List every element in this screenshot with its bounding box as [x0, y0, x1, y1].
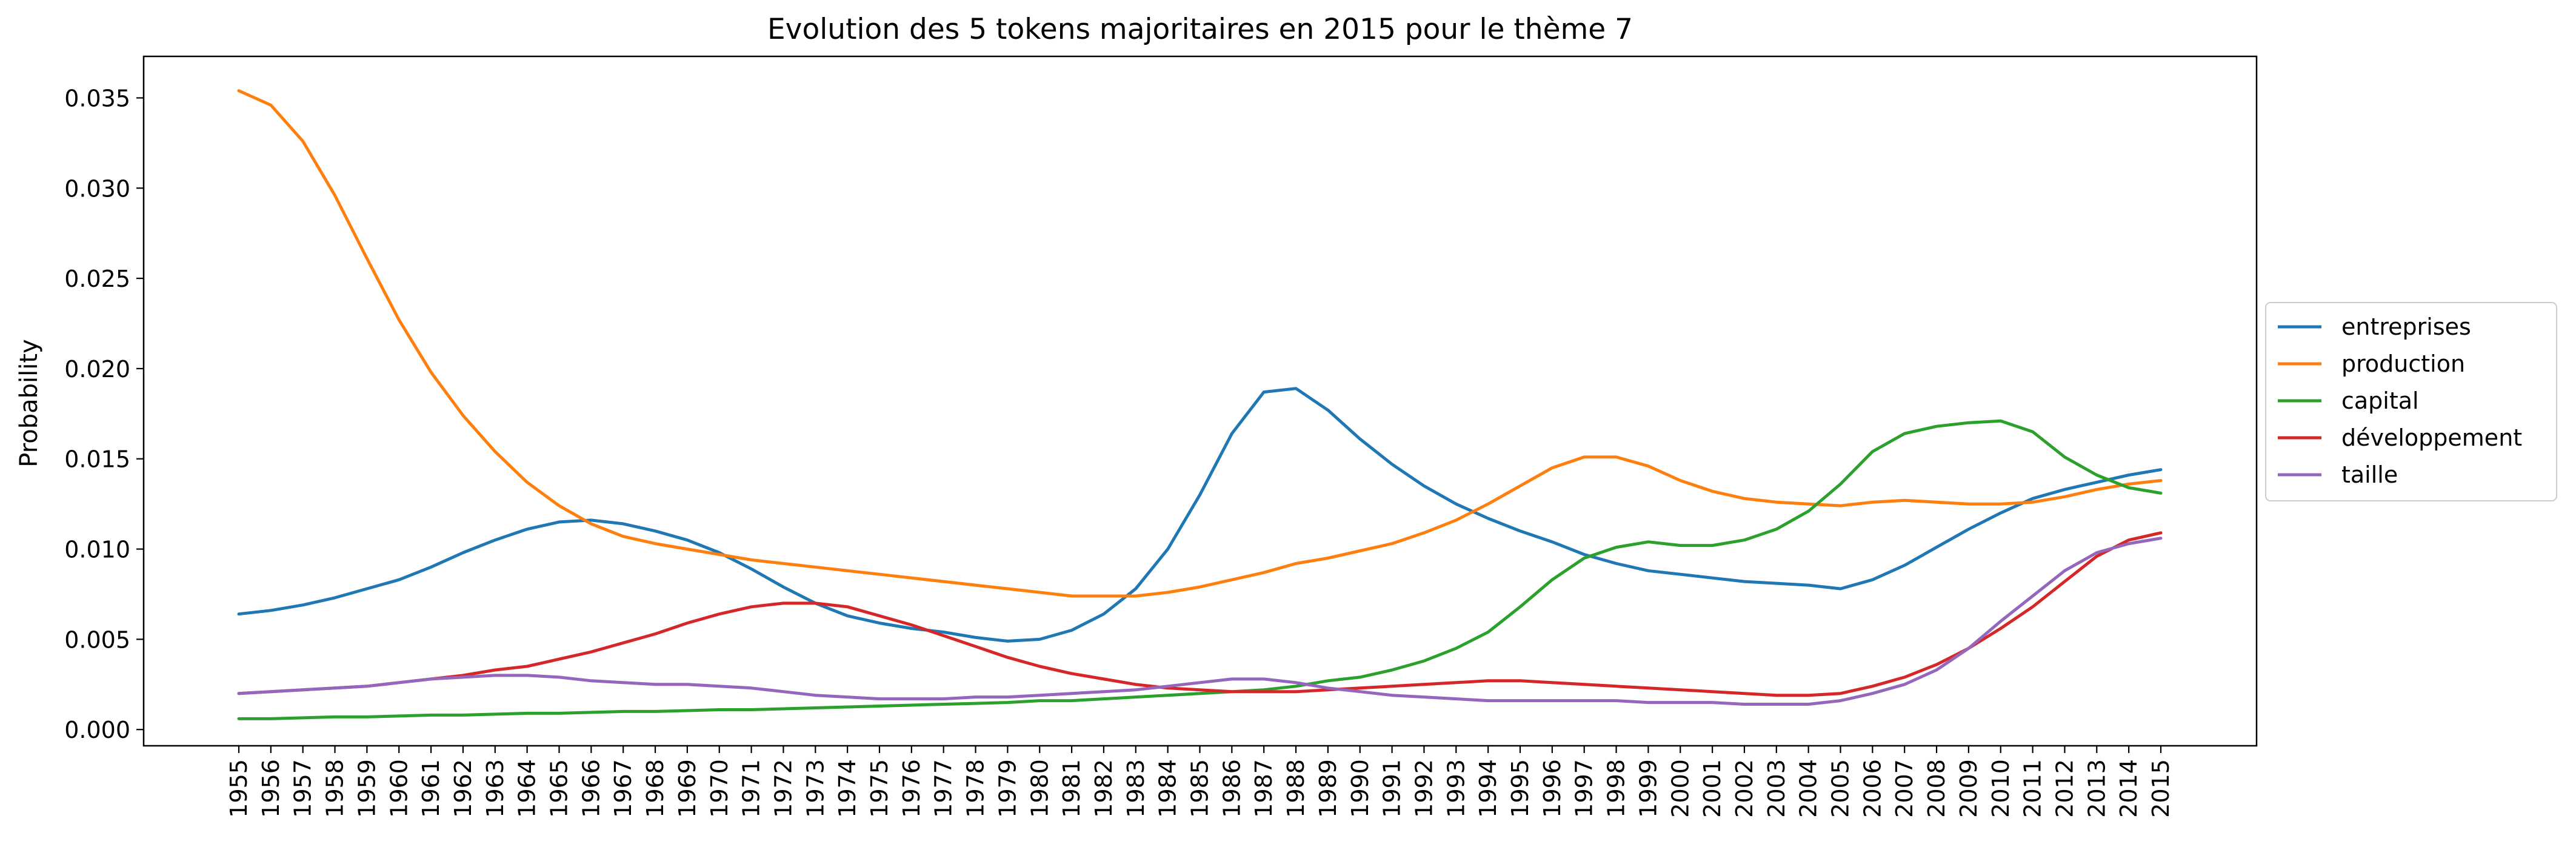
- plot-background: [144, 56, 2257, 746]
- series-line-capital: [237, 419, 2163, 720]
- y-tick-label: 0.010: [64, 537, 130, 563]
- x-tick-label: 1989: [1315, 759, 1341, 818]
- legend-label-entreprises: entreprises: [2341, 313, 2471, 340]
- x-tick-label: 1968: [642, 759, 669, 818]
- y-tick-label: 0.030: [64, 175, 130, 202]
- y-tick-label: 0.005: [64, 626, 130, 653]
- series-line-développement: [237, 531, 2163, 697]
- x-tick-label: 1988: [1283, 759, 1309, 818]
- x-tick-label: 2005: [1827, 759, 1854, 818]
- x-tick-label: 1973: [802, 759, 829, 818]
- x-tick-label: 1995: [1507, 759, 1533, 818]
- x-tick-label: 1961: [418, 759, 444, 818]
- x-tick-label: 1979: [994, 759, 1021, 818]
- x-tick-label: 2003: [1763, 759, 1790, 818]
- x-tick-label: 2004: [1795, 759, 1822, 818]
- x-tick-label: 1991: [1379, 759, 1406, 818]
- legend-frame: [2265, 302, 2557, 501]
- x-tick-label: 1987: [1250, 759, 1277, 818]
- x-tick-label: 1994: [1475, 759, 1501, 818]
- x-tick-label: 2013: [2083, 759, 2110, 818]
- x-tick-label: 1975: [866, 759, 893, 818]
- x-tick-label: 1980: [1026, 759, 1053, 818]
- x-tick-label: 2012: [2051, 759, 2078, 818]
- x-tick-label: 1982: [1090, 759, 1117, 818]
- x-tick-label: 1965: [546, 759, 573, 818]
- y-tick-label: 0.000: [64, 717, 130, 743]
- x-tick-label: 1956: [258, 759, 284, 818]
- legend-label-taille: taille: [2341, 461, 2398, 488]
- x-tick-label: 1981: [1058, 759, 1085, 818]
- x-tick-label: 1964: [514, 759, 541, 818]
- legend-label-capital: capital: [2341, 387, 2419, 414]
- legend-label-développement: développement: [2341, 424, 2522, 451]
- x-tick-label: 1992: [1410, 759, 1437, 818]
- x-tick-label: 2014: [2115, 759, 2142, 818]
- x-tick-label: 1962: [450, 759, 476, 818]
- x-tick-label: 1985: [1187, 759, 1213, 818]
- x-tick-label: 2007: [1891, 759, 1918, 818]
- y-axis: 0.000 0.005 0.010 0.015 0.020 0.025 0.030 0.035: [64, 85, 144, 743]
- x-tick-label: 2000: [1667, 759, 1693, 818]
- x-axis: 1955 1956 1957 1958 1959 1960 1961 1962 1963 1964…: [225, 746, 2174, 818]
- series-line-entreprises: [237, 387, 2163, 643]
- x-tick-label: 1971: [738, 759, 765, 818]
- y-axis-label: Probability: [15, 339, 43, 467]
- x-tick-label: 1967: [610, 759, 636, 818]
- x-tick-label: 1977: [930, 759, 957, 818]
- x-tick-label: 1997: [1571, 759, 1598, 818]
- x-tick-label: 1976: [898, 759, 925, 818]
- x-tick-label: 1957: [290, 759, 316, 818]
- x-tick-label: 2006: [1859, 759, 1886, 818]
- chart-title: Evolution des 5 tokens majoritaires en 2…: [767, 13, 1633, 46]
- x-tick-label: 2015: [2147, 759, 2174, 818]
- x-tick-label: 2001: [1699, 759, 1726, 818]
- x-tick-label: 1970: [706, 759, 733, 818]
- x-tick-label: 2009: [1955, 759, 1982, 818]
- x-tick-label: 1958: [322, 759, 349, 818]
- x-tick-label: 1978: [963, 759, 989, 818]
- x-tick-label: 1993: [1443, 759, 1469, 818]
- y-tick-label: 0.025: [64, 266, 130, 292]
- x-tick-label: 1984: [1155, 759, 1181, 818]
- series-line-production: [237, 89, 2163, 598]
- x-tick-label: 2002: [1731, 759, 1758, 818]
- series-line-taille: [237, 537, 2163, 706]
- x-tick-label: 1996: [1539, 759, 1566, 818]
- x-tick-label: 2010: [1987, 759, 2014, 818]
- x-tick-label: 1969: [674, 759, 701, 818]
- x-tick-label: 1966: [578, 759, 604, 818]
- series-layer: [237, 89, 2163, 720]
- x-tick-label: 1955: [225, 759, 252, 818]
- x-tick-label: 2011: [2020, 759, 2046, 818]
- legend-label-production: production: [2341, 350, 2465, 377]
- x-tick-label: 1974: [834, 759, 861, 818]
- legend: entreprises production capital développemen…: [2265, 302, 2557, 501]
- x-tick-label: 1999: [1635, 759, 1661, 818]
- x-tick-label: 1972: [770, 759, 796, 818]
- x-tick-label: 2008: [1923, 759, 1950, 818]
- x-tick-label: 1960: [385, 759, 412, 818]
- plot-area: [144, 56, 2257, 746]
- y-tick-label: 0.020: [64, 356, 130, 383]
- x-tick-label: 1959: [353, 759, 380, 818]
- x-tick-label: 1998: [1603, 759, 1630, 818]
- x-tick-label: 1986: [1218, 759, 1245, 818]
- x-tick-label: 1983: [1123, 759, 1149, 818]
- x-tick-label: 1990: [1347, 759, 1373, 818]
- y-tick-label: 0.015: [64, 446, 130, 473]
- y-tick-label: 0.035: [64, 85, 130, 112]
- x-tick-label: 1963: [482, 759, 509, 818]
